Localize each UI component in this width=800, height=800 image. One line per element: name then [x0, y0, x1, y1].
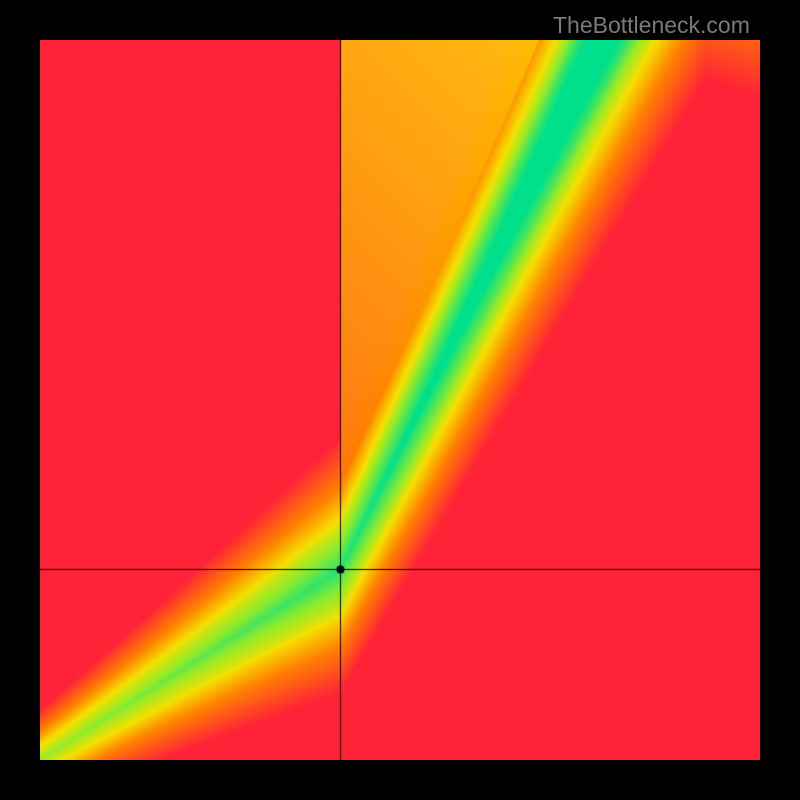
bottleneck-heatmap: [40, 40, 760, 760]
watermark-text: TheBottleneck.com: [553, 12, 750, 39]
